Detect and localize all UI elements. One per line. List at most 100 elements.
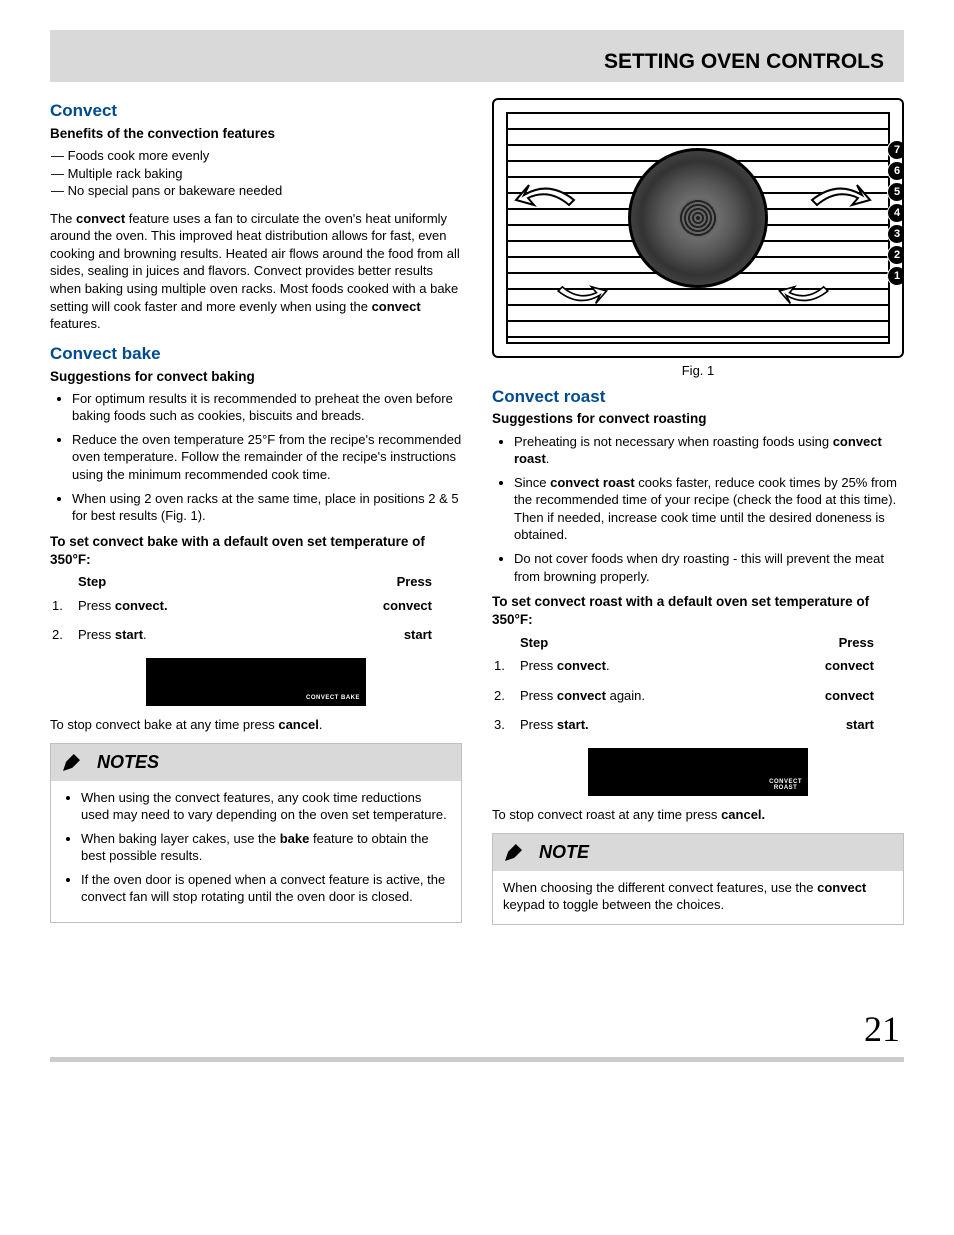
list-item: Since convect roast cooks faster, reduce… [514, 474, 904, 544]
text-bold: convect. [115, 598, 168, 613]
display-line: ROAST [769, 785, 802, 792]
text: To stop convect bake at any time press [50, 717, 278, 732]
benefit-item: No special pans or bakeware needed [51, 182, 462, 200]
rack-number: 3 [887, 224, 904, 244]
text-bold: start. [557, 717, 589, 732]
bake-set-title: To set convect bake with a default oven … [50, 533, 462, 569]
text: Press [78, 598, 115, 613]
text-bold: convect [557, 688, 606, 703]
notes-body: When using the convect features, any coo… [51, 781, 461, 922]
rack-number: 1 [887, 266, 904, 286]
benefits-title: Benefits of the convection features [50, 125, 462, 143]
convect-description: The convect feature uses a fan to circul… [50, 210, 462, 333]
roast-suggestions: Preheating is not necessary when roastin… [492, 433, 904, 585]
airflow-arrow-icon [514, 170, 584, 230]
text: The [50, 211, 76, 226]
step-num: 2. [52, 626, 78, 644]
text: If the oven door is opened when a convec… [81, 872, 445, 905]
text: Press [520, 688, 557, 703]
text: . [143, 627, 147, 642]
col-press: Press [342, 573, 432, 591]
text-bold: bake [280, 831, 310, 846]
oven-display-bake: CONVECT BAKE [146, 658, 366, 706]
rack-number: 6 [887, 161, 904, 181]
display-text: CONVECT BAKE [306, 695, 360, 702]
convect-bake-heading: Convect bake [50, 343, 462, 366]
rack-number: 2 [887, 245, 904, 265]
list-item: Reduce the oven temperature 25°F from th… [72, 431, 462, 484]
list-item: For optimum results it is recommended to… [72, 390, 462, 425]
step-text: Press convect. [520, 657, 784, 675]
text: When using the convect features, any coo… [81, 790, 447, 823]
roast-sugg-title: Suggestions for convect roasting [492, 410, 904, 428]
table-header: Step Press [492, 634, 904, 652]
text-bold: cancel. [721, 807, 765, 822]
fan-icon [628, 148, 768, 288]
list-item: When using the convect features, any coo… [81, 789, 451, 824]
text: Press [78, 627, 115, 642]
rack-number: 5 [887, 182, 904, 202]
roast-set-title: To set convect roast with a default oven… [492, 593, 904, 629]
table-row: 1. Press convect. convect [50, 591, 462, 621]
step-text: Press start. [520, 716, 784, 734]
col-press: Press [784, 634, 874, 652]
text: Press [520, 658, 557, 673]
text-bold: convect [557, 658, 606, 673]
text: . [606, 658, 610, 673]
step-press: start [342, 626, 432, 644]
notes-title-bar: NOTES [51, 744, 461, 780]
text: . [546, 451, 550, 466]
list-item: Preheating is not necessary when roastin… [514, 433, 904, 468]
rack-number-stack: 7 6 5 4 3 2 1 [887, 140, 904, 286]
step-text: Press start. [78, 626, 342, 644]
bake-steps-table: Step Press 1. Press convect. convect 2. … [50, 573, 462, 650]
footer-line [50, 1057, 904, 1062]
col-step: Step [520, 634, 784, 652]
step-press: start [784, 716, 874, 734]
figure-caption: Fig. 1 [492, 362, 904, 380]
text-bold: convect [817, 880, 866, 895]
airflow-arrow-icon [802, 170, 872, 230]
rack-number: 7 [887, 140, 904, 160]
table-row: 2. Press start. start [50, 620, 462, 650]
pencil-icon [61, 751, 83, 773]
rack-number: 4 [887, 203, 904, 223]
table-row: 2. Press convect again. convect [492, 681, 904, 711]
text: Since [514, 475, 550, 490]
text: Do not cover foods when dry roasting - t… [514, 551, 884, 584]
notes-box: NOTES When using the convect features, a… [50, 743, 462, 923]
bake-suggestions: For optimum results it is recommended to… [50, 390, 462, 525]
step-press: convect [784, 687, 874, 705]
benefit-item: Multiple rack baking [51, 165, 462, 183]
table-header: Step Press [50, 573, 462, 591]
text: When baking layer cakes, use the [81, 831, 280, 846]
display-text: CONVECT ROAST [769, 779, 802, 792]
step-num: 1. [494, 657, 520, 675]
col-step: Step [78, 573, 342, 591]
oven-display-roast: CONVECT ROAST [588, 748, 808, 796]
text-bold: convect roast [550, 475, 635, 490]
convect-heading: Convect [50, 100, 462, 123]
bake-stop-text: To stop convect bake at any time press c… [50, 716, 462, 734]
table-row: 3. Press start. start [492, 710, 904, 740]
step-text: Press convect. [78, 597, 342, 615]
airflow-arrow-icon [772, 266, 842, 316]
note-body: When choosing the different convect feat… [493, 871, 903, 924]
oven-diagram: 7 6 5 4 3 2 1 [492, 98, 904, 358]
text: Press [520, 717, 557, 732]
notes-title: NOTES [97, 750, 159, 774]
right-column: 7 6 5 4 3 2 1 Fig. 1 Convect roast Sugge… [492, 94, 904, 925]
text: To stop convect roast at any time press [492, 807, 721, 822]
page-number: 21 [50, 1005, 904, 1054]
display-line: CONVECT [769, 779, 802, 786]
text-bold: cancel [278, 717, 318, 732]
step-num: 2. [494, 687, 520, 705]
roast-steps-table: Step Press 1. Press convect. convect 2. … [492, 634, 904, 740]
left-column: Convect Benefits of the convection featu… [50, 94, 462, 925]
list-item: Do not cover foods when dry roasting - t… [514, 550, 904, 585]
airflow-arrow-icon [544, 266, 614, 316]
text-bold: start [115, 627, 143, 642]
benefit-item: Foods cook more evenly [51, 147, 462, 165]
page-header-bar: SETTING OVEN CONTROLS [50, 30, 904, 82]
text-bold: convect [372, 299, 421, 314]
